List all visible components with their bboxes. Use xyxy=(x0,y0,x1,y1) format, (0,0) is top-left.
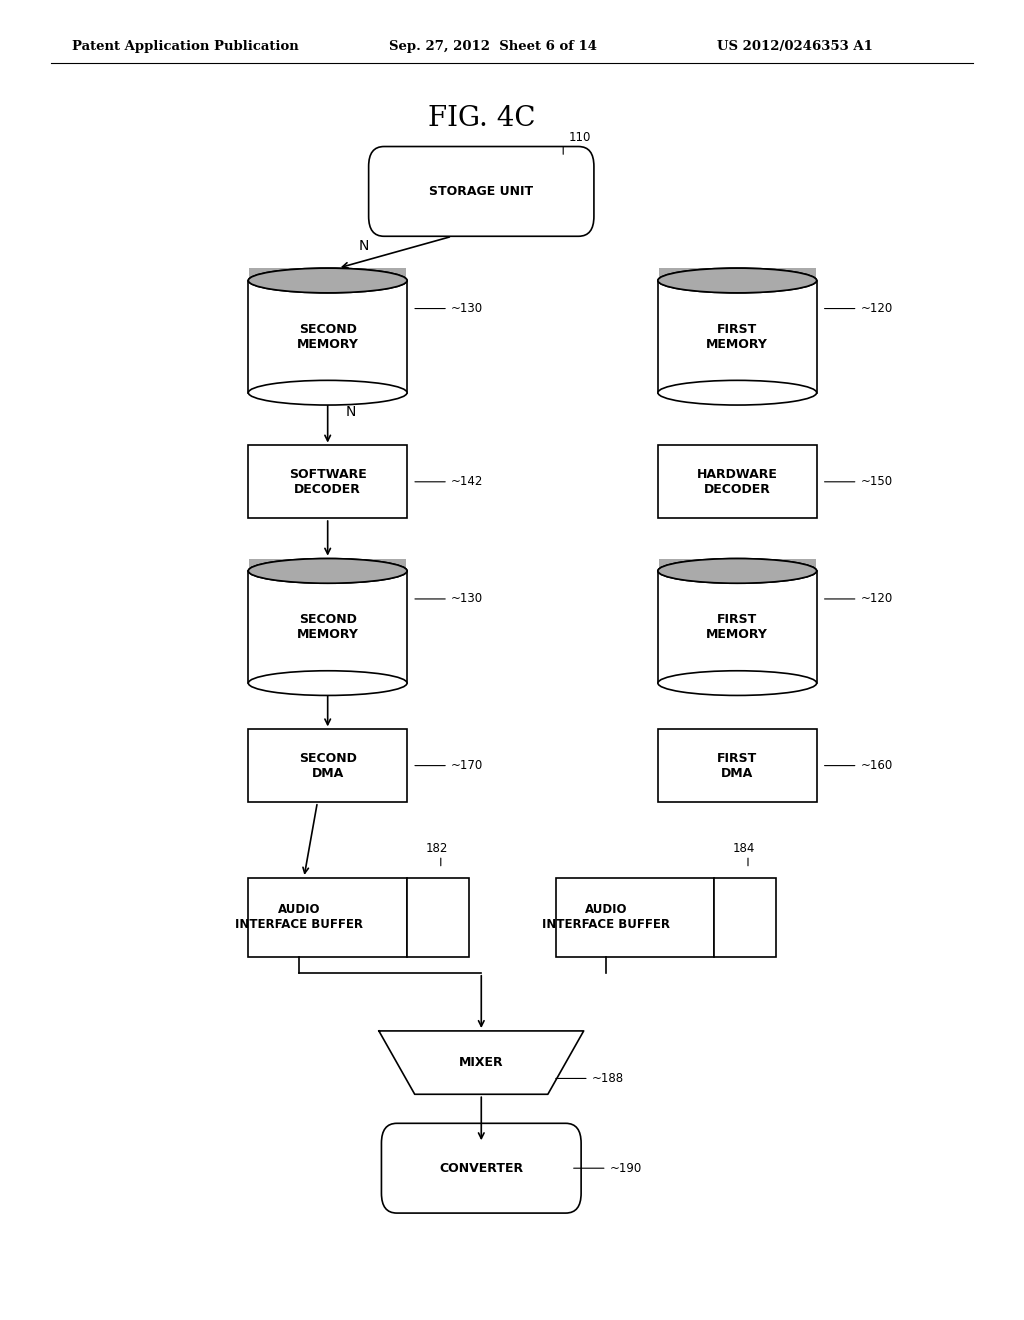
Ellipse shape xyxy=(657,558,817,583)
Text: MIXER: MIXER xyxy=(459,1056,504,1069)
Ellipse shape xyxy=(248,268,408,293)
Text: AUDIO
INTERFACE BUFFER: AUDIO INTERFACE BUFFER xyxy=(236,903,364,932)
Text: ~142: ~142 xyxy=(451,475,483,488)
Text: ~120: ~120 xyxy=(860,302,893,315)
Bar xyxy=(248,570,407,682)
Text: SECOND
MEMORY: SECOND MEMORY xyxy=(297,322,358,351)
FancyBboxPatch shape xyxy=(381,1123,581,1213)
Ellipse shape xyxy=(248,558,408,583)
Text: ~190: ~190 xyxy=(610,1162,642,1175)
Ellipse shape xyxy=(657,268,817,293)
Bar xyxy=(657,281,817,393)
Bar xyxy=(657,445,817,517)
Text: FIRST
DMA: FIRST DMA xyxy=(717,751,758,780)
Text: Sep. 27, 2012  Sheet 6 of 14: Sep. 27, 2012 Sheet 6 of 14 xyxy=(389,40,597,53)
Bar xyxy=(657,729,817,803)
Text: FIRST
MEMORY: FIRST MEMORY xyxy=(707,612,768,642)
Text: Patent Application Publication: Patent Application Publication xyxy=(72,40,298,53)
Text: ~120: ~120 xyxy=(860,593,893,606)
Text: ~160: ~160 xyxy=(860,759,893,772)
Bar xyxy=(659,268,815,281)
Ellipse shape xyxy=(248,268,408,293)
Text: 184: 184 xyxy=(732,842,755,855)
Text: AUDIO
INTERFACE BUFFER: AUDIO INTERFACE BUFFER xyxy=(543,903,671,932)
Text: N: N xyxy=(346,405,356,418)
Text: HARDWARE
DECODER: HARDWARE DECODER xyxy=(697,467,777,496)
Bar xyxy=(250,268,406,281)
Bar xyxy=(248,445,407,517)
Text: FIG. 4C: FIG. 4C xyxy=(428,106,535,132)
Text: CONVERTER: CONVERTER xyxy=(439,1162,523,1175)
Bar xyxy=(407,878,469,957)
Bar xyxy=(248,281,407,393)
Text: SOFTWARE
DECODER: SOFTWARE DECODER xyxy=(289,467,367,496)
Text: ~150: ~150 xyxy=(860,475,893,488)
Ellipse shape xyxy=(248,558,408,583)
Ellipse shape xyxy=(248,671,408,696)
Text: FIRST
MEMORY: FIRST MEMORY xyxy=(707,322,768,351)
Polygon shape xyxy=(379,1031,584,1094)
Text: SECOND
DMA: SECOND DMA xyxy=(299,751,356,780)
Bar xyxy=(248,729,407,803)
Ellipse shape xyxy=(248,380,408,405)
Text: ~130: ~130 xyxy=(451,302,483,315)
FancyBboxPatch shape xyxy=(369,147,594,236)
Text: ~170: ~170 xyxy=(451,759,483,772)
Text: SECOND
MEMORY: SECOND MEMORY xyxy=(297,612,358,642)
Bar xyxy=(250,558,406,573)
Text: ~188: ~188 xyxy=(592,1072,624,1085)
Text: N: N xyxy=(359,239,370,252)
Ellipse shape xyxy=(657,671,817,696)
Ellipse shape xyxy=(657,268,817,293)
Text: STORAGE UNIT: STORAGE UNIT xyxy=(429,185,534,198)
Text: ~130: ~130 xyxy=(451,593,483,606)
Bar xyxy=(556,878,714,957)
Text: 110: 110 xyxy=(568,131,591,144)
Bar xyxy=(249,878,407,957)
Text: 182: 182 xyxy=(425,842,447,855)
Ellipse shape xyxy=(657,380,817,405)
Bar xyxy=(714,878,776,957)
Bar xyxy=(659,558,815,573)
Bar xyxy=(657,570,817,682)
Text: US 2012/0246353 A1: US 2012/0246353 A1 xyxy=(717,40,872,53)
Ellipse shape xyxy=(657,558,817,583)
